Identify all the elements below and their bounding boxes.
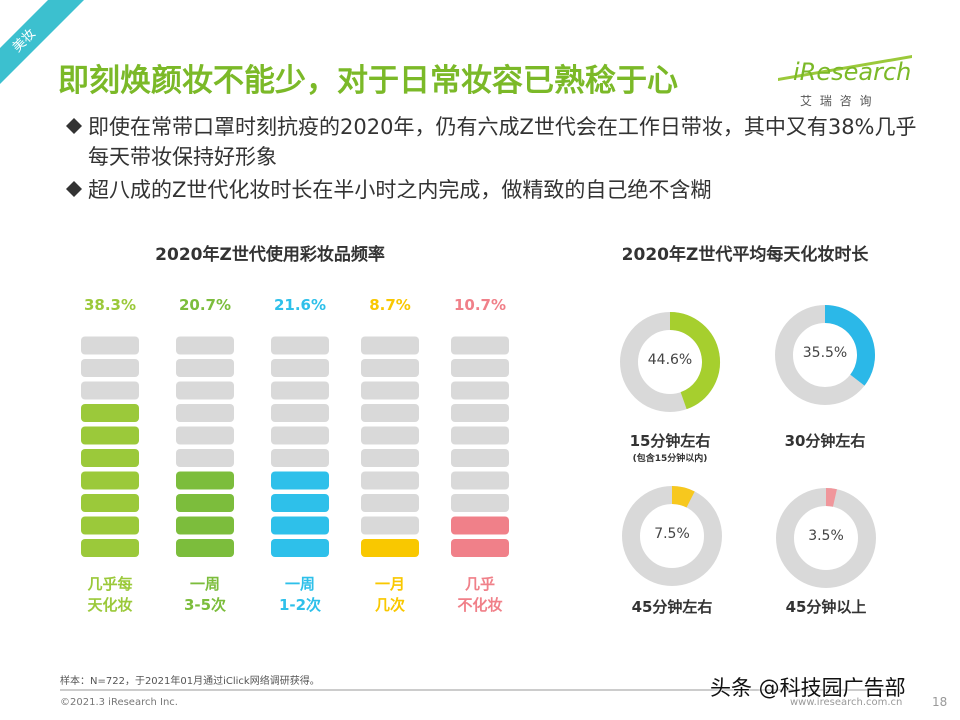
bar-block <box>271 471 329 490</box>
bar-block <box>81 516 139 535</box>
empty-block <box>271 336 329 355</box>
empty-block <box>361 359 419 377</box>
bar-block <box>176 494 234 512</box>
empty-block <box>361 449 419 467</box>
empty-block <box>361 381 419 400</box>
bullet <box>66 181 82 197</box>
x-tick-label: 一周 3-5次 <box>183 575 227 614</box>
bar-block <box>81 426 139 445</box>
slide-title: 即刻焕颜妆不能少，对于日常妆容已熟稔于心 <box>58 63 678 99</box>
bar-block <box>81 539 139 557</box>
empty-block <box>451 336 509 355</box>
value-label: 21.6% <box>273 296 327 314</box>
bar-block <box>271 516 329 535</box>
bullet <box>66 118 82 134</box>
bar-block <box>81 494 139 512</box>
category-label: 15分钟左右 <box>629 432 711 450</box>
value-label: 10.7% <box>453 296 507 314</box>
chart-title: 2020年Z世代使用彩妆品频率 <box>155 245 385 265</box>
empty-block <box>81 359 139 377</box>
bar-block <box>81 471 139 490</box>
x-tick-label: 一周 1-2次 <box>278 575 322 614</box>
corner-band <box>0 0 84 84</box>
value-label: 3.5% <box>808 528 844 544</box>
logo-swoosh <box>778 55 912 81</box>
empty-block <box>176 381 234 400</box>
x-tick-label: 几乎每 天化妆 <box>87 575 133 614</box>
category-label: 45分钟以上 <box>785 598 867 616</box>
empty-block <box>176 336 234 355</box>
donut-arc <box>824 305 875 386</box>
bullet-text: 即使在常带口罩时刻抗疫的2020年，仍有六成Z世代会在工作日带妆，其中又有38%… <box>88 115 917 169</box>
empty-block <box>81 336 139 355</box>
bar-block <box>176 516 234 535</box>
value-label: 7.5% <box>654 526 690 542</box>
chart-title: 2020年Z世代平均每天化妆时长 <box>621 245 869 265</box>
page-number: 18 <box>932 695 948 709</box>
bar-block <box>361 539 419 557</box>
empty-block <box>451 359 509 377</box>
donut-arc <box>669 312 720 410</box>
donut-arc <box>825 488 837 507</box>
empty-block <box>361 336 419 355</box>
category-label: 30分钟左右 <box>784 432 866 450</box>
empty-block <box>451 426 509 445</box>
donut-arc <box>671 486 695 508</box>
bar-block <box>176 539 234 557</box>
logo-name: iResearch <box>793 58 912 86</box>
empty-block <box>271 359 329 377</box>
empty-block <box>451 449 509 467</box>
logo-subtitle: 艾 瑞 咨 询 <box>800 94 874 108</box>
bar-block <box>81 404 139 422</box>
empty-block <box>176 426 234 445</box>
bar-block <box>451 516 509 535</box>
value-label: 38.3% <box>83 296 137 314</box>
copyright: ©2021.3 iResearch Inc. <box>60 697 178 708</box>
footnote: 样本：N=722，于2021年01月通过iClick网络调研获得。 <box>60 676 320 687</box>
empty-block <box>361 471 419 490</box>
bar-block <box>271 494 329 512</box>
empty-block <box>451 494 509 512</box>
value-label: 35.5% <box>802 345 848 361</box>
x-tick-label: 几乎 不化妆 <box>457 575 503 614</box>
empty-block <box>271 381 329 400</box>
empty-block <box>361 404 419 422</box>
bar-block <box>176 471 234 490</box>
url: www.iresearch.com.cn <box>790 697 903 708</box>
empty-block <box>361 494 419 512</box>
empty-block <box>176 449 234 467</box>
empty-block <box>271 404 329 422</box>
empty-block <box>271 426 329 445</box>
value-label: 20.7% <box>178 296 232 314</box>
annotation: (包含15分钟以内) <box>632 454 708 464</box>
empty-block <box>176 359 234 377</box>
x-tick-label: 一月 几次 <box>374 575 405 614</box>
empty-block <box>271 449 329 467</box>
bar-block <box>81 449 139 467</box>
empty-block <box>451 381 509 400</box>
empty-block <box>81 381 139 400</box>
empty-block <box>451 404 509 422</box>
value-label: 44.6% <box>647 352 693 368</box>
empty-block <box>361 516 419 535</box>
empty-block <box>361 426 419 445</box>
bullet-text: 超八成的Z世代化妆时长在半小时之内完成，做精致的自己绝不含糊 <box>88 178 712 202</box>
value-label: 8.7% <box>369 296 411 314</box>
empty-block <box>176 404 234 422</box>
bar-block <box>271 539 329 557</box>
empty-block <box>451 471 509 490</box>
watermark: 头条 @科技园广告部 <box>710 676 906 700</box>
category-label: 45分钟左右 <box>631 598 713 616</box>
bar-block <box>451 539 509 557</box>
